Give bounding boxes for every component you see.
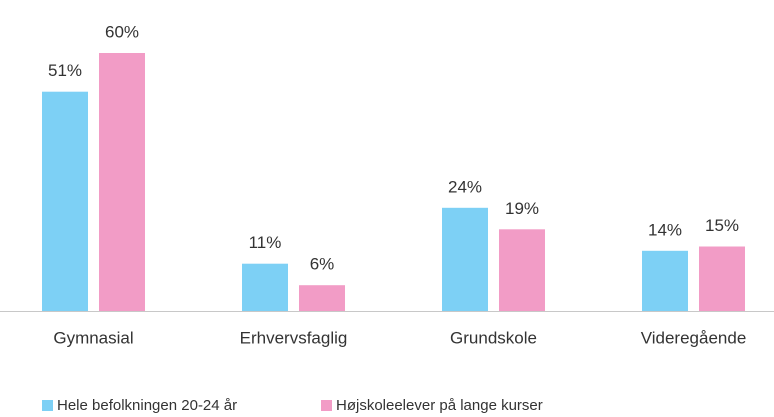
x-tick-label: Gymnasial: [53, 328, 133, 347]
data-label: 6%: [310, 255, 335, 274]
legend-swatch: [42, 400, 53, 411]
bar: [299, 285, 345, 311]
data-label: 11%: [249, 233, 282, 252]
data-label: 19%: [505, 199, 539, 218]
x-tick-label: Videregående: [641, 328, 747, 347]
x-tick-label: Erhvervsfaglig: [240, 328, 348, 347]
legend-label: Højskoleelever på lange kurser: [336, 397, 543, 414]
bar: [242, 263, 288, 311]
bar: [642, 250, 688, 311]
bar: [699, 246, 745, 311]
data-label: 51%: [48, 61, 82, 80]
bar: [42, 91, 88, 311]
data-label: 24%: [448, 177, 482, 196]
data-label: 60%: [105, 22, 139, 41]
x-tick-label: Grundskole: [450, 328, 537, 347]
data-label: 15%: [705, 216, 739, 235]
data-label: 14%: [648, 220, 682, 239]
legend-swatch: [321, 400, 332, 411]
legend-label: Hele befolkningen 20-24 år: [57, 397, 237, 414]
bar: [442, 207, 488, 311]
bar: [99, 53, 145, 311]
bar: [499, 229, 545, 311]
